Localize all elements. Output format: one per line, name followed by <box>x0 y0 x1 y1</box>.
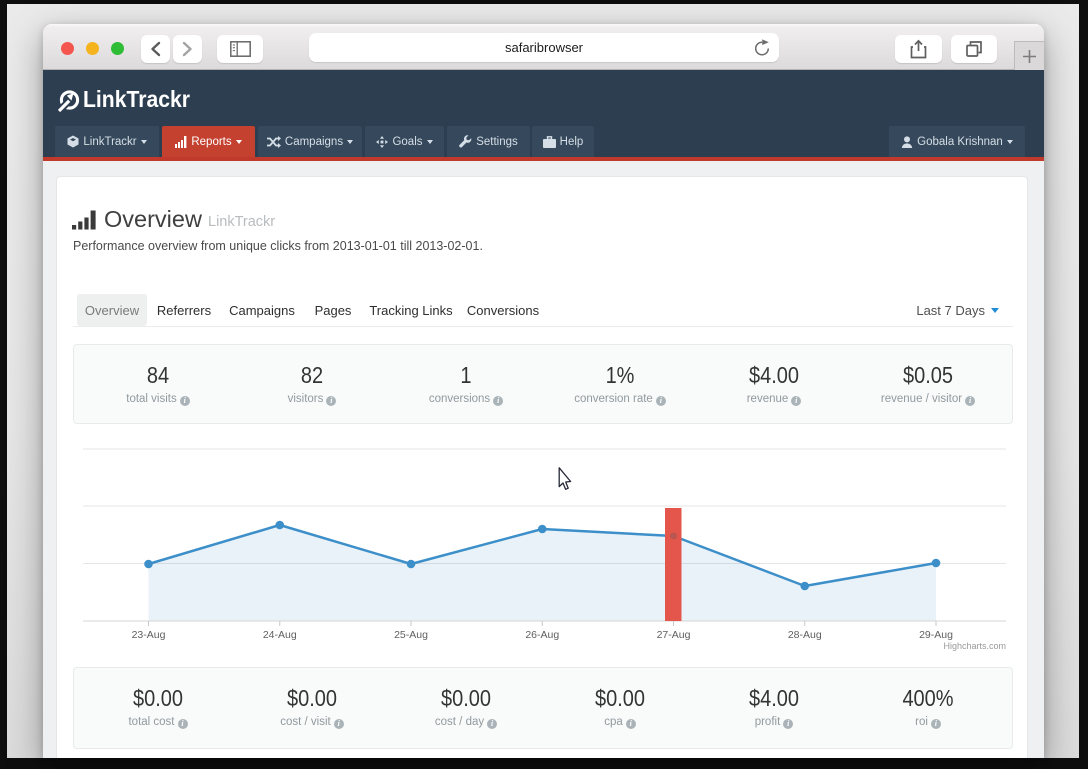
svg-text:27-Aug: 27-Aug <box>657 629 691 641</box>
svg-text:26-Aug: 26-Aug <box>525 629 559 641</box>
svg-text:29-Aug: 29-Aug <box>919 629 953 641</box>
svg-text:28-Aug: 28-Aug <box>788 629 822 641</box>
svg-text:24-Aug: 24-Aug <box>263 629 297 641</box>
svg-text:Highcharts.com: Highcharts.com <box>943 641 1006 651</box>
svg-text:25-Aug: 25-Aug <box>394 629 428 641</box>
svg-text:23-Aug: 23-Aug <box>132 629 166 641</box>
